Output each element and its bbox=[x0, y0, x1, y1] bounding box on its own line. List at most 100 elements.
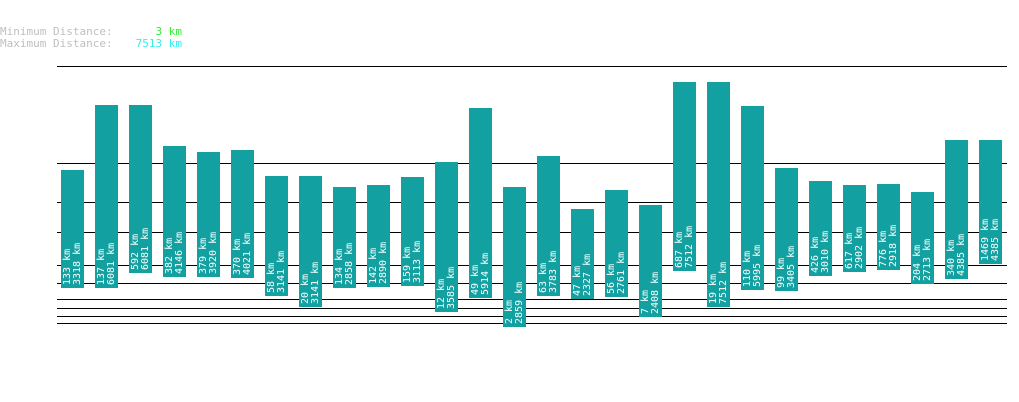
bar-rect bbox=[639, 205, 662, 317]
bar-high-label: 5914 km bbox=[480, 253, 491, 295]
range-bar: 56 km 2761 km bbox=[605, 190, 628, 297]
bar-low-label: 204 km bbox=[912, 245, 923, 281]
minimum-distance-value: 3 km bbox=[155, 25, 183, 38]
bar-low-label: 20 km bbox=[300, 274, 311, 304]
range-bar: 142 km 2890 km bbox=[367, 185, 390, 287]
bar-high-label: 3141 km bbox=[310, 262, 321, 304]
bar-rect bbox=[95, 105, 118, 288]
range-bar: 204 km 2713 km bbox=[911, 192, 934, 284]
bar-rect bbox=[469, 108, 492, 298]
bar-high-label: 3113 km bbox=[412, 241, 423, 283]
range-bar: 592 km 6081 km bbox=[129, 105, 152, 273]
bar-rect bbox=[605, 190, 628, 297]
bar-rect bbox=[673, 82, 696, 271]
range-bar: 426 km 3010 km bbox=[809, 181, 832, 276]
bar-high-label: 3585 km bbox=[446, 267, 457, 309]
maximum-distance-row: Maximum Distance: 7513 km bbox=[0, 38, 182, 49]
range-bar: 99 km 3405 km bbox=[775, 168, 798, 291]
bar-rect bbox=[877, 184, 900, 270]
bar-rect bbox=[571, 209, 594, 299]
bar-high-label: 2408 km bbox=[650, 272, 661, 314]
range-bar: 340 km 4385 km bbox=[945, 140, 968, 279]
bar-low-label: 110 km bbox=[742, 251, 753, 287]
bar-low-label: 776 km bbox=[878, 231, 889, 267]
bar-high-label: 3318 km bbox=[72, 243, 83, 285]
range-bar: 20 km 3141 km bbox=[299, 176, 322, 307]
bar-low-label: 426 km bbox=[810, 237, 821, 273]
bar-low-label: 2 km bbox=[504, 300, 515, 324]
bar-high-label: 2859 km bbox=[514, 282, 525, 324]
bar-rect bbox=[707, 82, 730, 307]
bar-rect bbox=[333, 187, 356, 288]
bar-rect bbox=[537, 156, 560, 296]
bar-rect bbox=[129, 105, 152, 273]
bar-low-label: 134 km bbox=[334, 249, 345, 285]
range-bar: 19 km 7512 km bbox=[707, 82, 730, 307]
range-bar: 159 km 3113 km bbox=[401, 177, 424, 286]
bar-rect bbox=[809, 181, 832, 276]
range-bar: 617 km 2902 km bbox=[843, 185, 866, 272]
bar-rect bbox=[163, 146, 186, 277]
bar-rect bbox=[299, 176, 322, 307]
bar-low-label: 1469 km bbox=[980, 219, 991, 261]
bar-high-label: 4385 km bbox=[956, 234, 967, 276]
bar-high-label: 2890 km bbox=[378, 242, 389, 284]
bar-high-label: 2713 km bbox=[922, 239, 933, 281]
bar-low-label: 142 km bbox=[368, 248, 379, 284]
bar-high-label: 6081 km bbox=[140, 228, 151, 270]
bar-low-label: 133 km bbox=[62, 249, 73, 285]
range-bar: 133 km 3318 km bbox=[61, 170, 84, 288]
bar-high-label: 3141 km bbox=[276, 251, 287, 293]
range-bar: 137 km 6081 km bbox=[95, 105, 118, 288]
bar-high-label: 2327 km bbox=[582, 254, 593, 296]
bar-low-label: 340 km bbox=[946, 240, 957, 276]
range-bar: 2 km 2859 km bbox=[503, 187, 526, 327]
bar-high-label: 2918 km bbox=[888, 225, 899, 267]
bar-low-label: 47 km bbox=[572, 266, 583, 296]
bar-high-label: 7512 km bbox=[718, 262, 729, 304]
bars: 133 km 3318 km 137 km 6081 km 592 km 6081 km 3… bbox=[61, 82, 1002, 327]
bar-low-label: 12 km bbox=[436, 279, 447, 309]
bar-low-label: 58 km bbox=[266, 263, 277, 293]
bar-high-label: 6081 km bbox=[106, 243, 117, 285]
range-bar: 110 km 5995 km bbox=[741, 106, 764, 290]
range-bar: 12 km 3585 km bbox=[435, 162, 458, 312]
range-bar: 7 km 2408 km bbox=[639, 205, 662, 317]
bar-high-label: 4021 km bbox=[242, 233, 253, 275]
bar-high-label: 2902 km bbox=[854, 227, 865, 269]
bar-low-label: 19 km bbox=[708, 274, 719, 304]
range-bar: 776 km 2918 km bbox=[877, 184, 900, 270]
bar-high-label: 4385 km bbox=[990, 219, 1001, 261]
bar-low-label: 379 km bbox=[198, 238, 209, 274]
bar-rect bbox=[367, 185, 390, 287]
bar-low-label: 137 km bbox=[96, 249, 107, 285]
bar-high-label: 2858 km bbox=[344, 243, 355, 285]
bar-low-label: 49 km bbox=[470, 265, 481, 295]
bar-high-label: 3920 km bbox=[208, 232, 219, 274]
bar-rect bbox=[435, 162, 458, 312]
bar-rect bbox=[843, 185, 866, 272]
range-bar: 49 km 5914 km bbox=[469, 108, 492, 298]
bar-rect bbox=[775, 168, 798, 291]
range-bar: 382 km 4146 km bbox=[163, 146, 186, 277]
range-bar: 687 km 7512 km bbox=[673, 82, 696, 271]
maximum-distance-label: Maximum Distance: bbox=[0, 37, 113, 50]
bar-rect bbox=[503, 187, 526, 327]
bar-low-label: 56 km bbox=[606, 264, 617, 294]
bar-high-label: 7512 km bbox=[684, 226, 695, 268]
range-bar: 1469 km 4385 km bbox=[979, 140, 1002, 264]
range-bar: 379 km 3920 km bbox=[197, 152, 220, 277]
maximum-distance-value: 7513 km bbox=[135, 37, 182, 50]
range-bar: 370 km 4021 km bbox=[231, 150, 254, 278]
range-bar: 47 km 2327 km bbox=[571, 209, 594, 299]
bar-rect bbox=[741, 106, 764, 290]
bar-low-label: 63 km bbox=[538, 263, 549, 293]
bar-high-label: 2761 km bbox=[616, 252, 627, 294]
bar-rect bbox=[911, 192, 934, 284]
range-bar: 63 km 3783 km bbox=[537, 156, 560, 296]
bar-rect bbox=[231, 150, 254, 278]
range-bar: 58 km 3141 km bbox=[265, 176, 288, 296]
bar-low-label: 617 km bbox=[844, 233, 855, 269]
bar-high-label: 4146 km bbox=[174, 232, 185, 274]
